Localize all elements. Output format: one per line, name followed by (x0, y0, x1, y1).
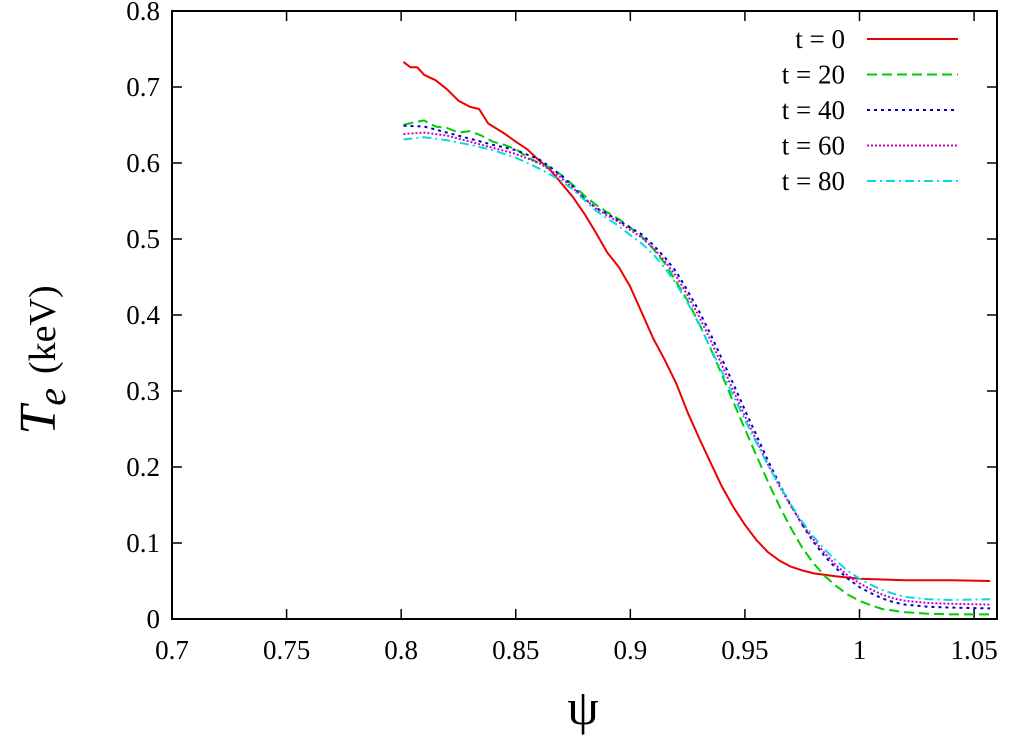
svg-text:Te(keV): Te (keV) (10, 285, 74, 434)
legend-label: t = 0 (795, 24, 845, 54)
y-tick-label: 0.8 (126, 0, 160, 26)
y-axis-title-symbol: T (10, 403, 67, 435)
plot-series (402, 61, 991, 616)
legend: t = 0 t = 20 t = 40 t = 60 t = 80 (782, 24, 958, 196)
y-axis-title-unit: (keV) (22, 285, 64, 374)
x-tick-label: 0.85 (492, 635, 539, 665)
legend-label: t = 20 (782, 60, 845, 90)
series-line-t-60 (403, 131, 991, 606)
y-tick-label: 0 (147, 604, 161, 634)
y-tick-label: 0.3 (126, 376, 160, 406)
legend-label: t = 60 (782, 131, 845, 161)
y-axis-title-subscript: e (29, 388, 74, 406)
series-line-t-20 (403, 119, 991, 616)
x-axis-title: ψ (567, 679, 598, 735)
plot-frame (171, 10, 998, 620)
x-tick-label: 0.95 (721, 635, 768, 665)
y-tick-label: 0.7 (126, 72, 160, 102)
y-tick-label: 0.5 (126, 224, 160, 254)
y-tick-label: 0.6 (126, 148, 160, 178)
legend-label: t = 80 (782, 166, 845, 196)
y-tick-label: 0.4 (126, 300, 160, 330)
axis-ticks: 0.7 0.75 0.8 0.85 0.9 0.95 1 1.05 0 0.1 0.2 0.3 0.4 0… (126, 0, 997, 665)
x-tick-label: 0.9 (613, 635, 647, 665)
series-line-t-80 (403, 136, 991, 601)
x-tick-label: 0.7 (155, 635, 189, 665)
x-tick-label: 0.8 (384, 635, 418, 665)
y-tick-label: 0.2 (126, 452, 160, 482)
series-line-t-0 (402, 61, 991, 582)
y-tick-label: 0.1 (126, 528, 160, 558)
series-line-t-40 (403, 124, 991, 610)
x-tick-label: 0.75 (263, 635, 310, 665)
x-tick-label: 1 (853, 635, 867, 665)
x-tick-label: 1.05 (950, 635, 997, 665)
y-axis-title: Te (keV) (10, 285, 74, 434)
legend-label: t = 40 (782, 95, 845, 125)
